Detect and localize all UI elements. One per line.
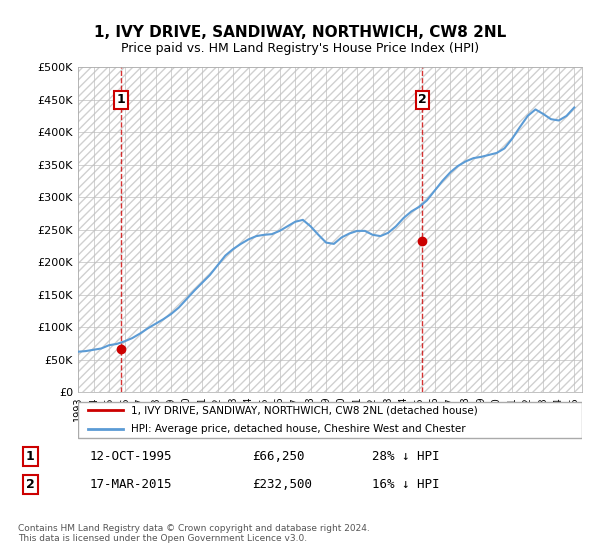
Text: 28% ↓ HPI: 28% ↓ HPI	[372, 450, 439, 463]
Text: £66,250: £66,250	[252, 450, 305, 463]
Text: £232,500: £232,500	[252, 478, 312, 491]
Text: 1, IVY DRIVE, SANDIWAY, NORTHWICH, CW8 2NL (detached house): 1, IVY DRIVE, SANDIWAY, NORTHWICH, CW8 2…	[131, 405, 478, 415]
Text: 17-MAR-2015: 17-MAR-2015	[90, 478, 173, 491]
Text: HPI: Average price, detached house, Cheshire West and Chester: HPI: Average price, detached house, Ches…	[131, 423, 466, 433]
Text: 2: 2	[26, 478, 34, 491]
Text: 1: 1	[117, 93, 125, 106]
Text: 12-OCT-1995: 12-OCT-1995	[90, 450, 173, 463]
Text: 2: 2	[418, 93, 427, 106]
Text: Contains HM Land Registry data © Crown copyright and database right 2024.
This d: Contains HM Land Registry data © Crown c…	[18, 524, 370, 543]
Text: 1: 1	[26, 450, 34, 463]
Text: Price paid vs. HM Land Registry's House Price Index (HPI): Price paid vs. HM Land Registry's House …	[121, 42, 479, 55]
Text: 16% ↓ HPI: 16% ↓ HPI	[372, 478, 439, 491]
Text: 1, IVY DRIVE, SANDIWAY, NORTHWICH, CW8 2NL: 1, IVY DRIVE, SANDIWAY, NORTHWICH, CW8 2…	[94, 25, 506, 40]
FancyBboxPatch shape	[78, 402, 582, 438]
